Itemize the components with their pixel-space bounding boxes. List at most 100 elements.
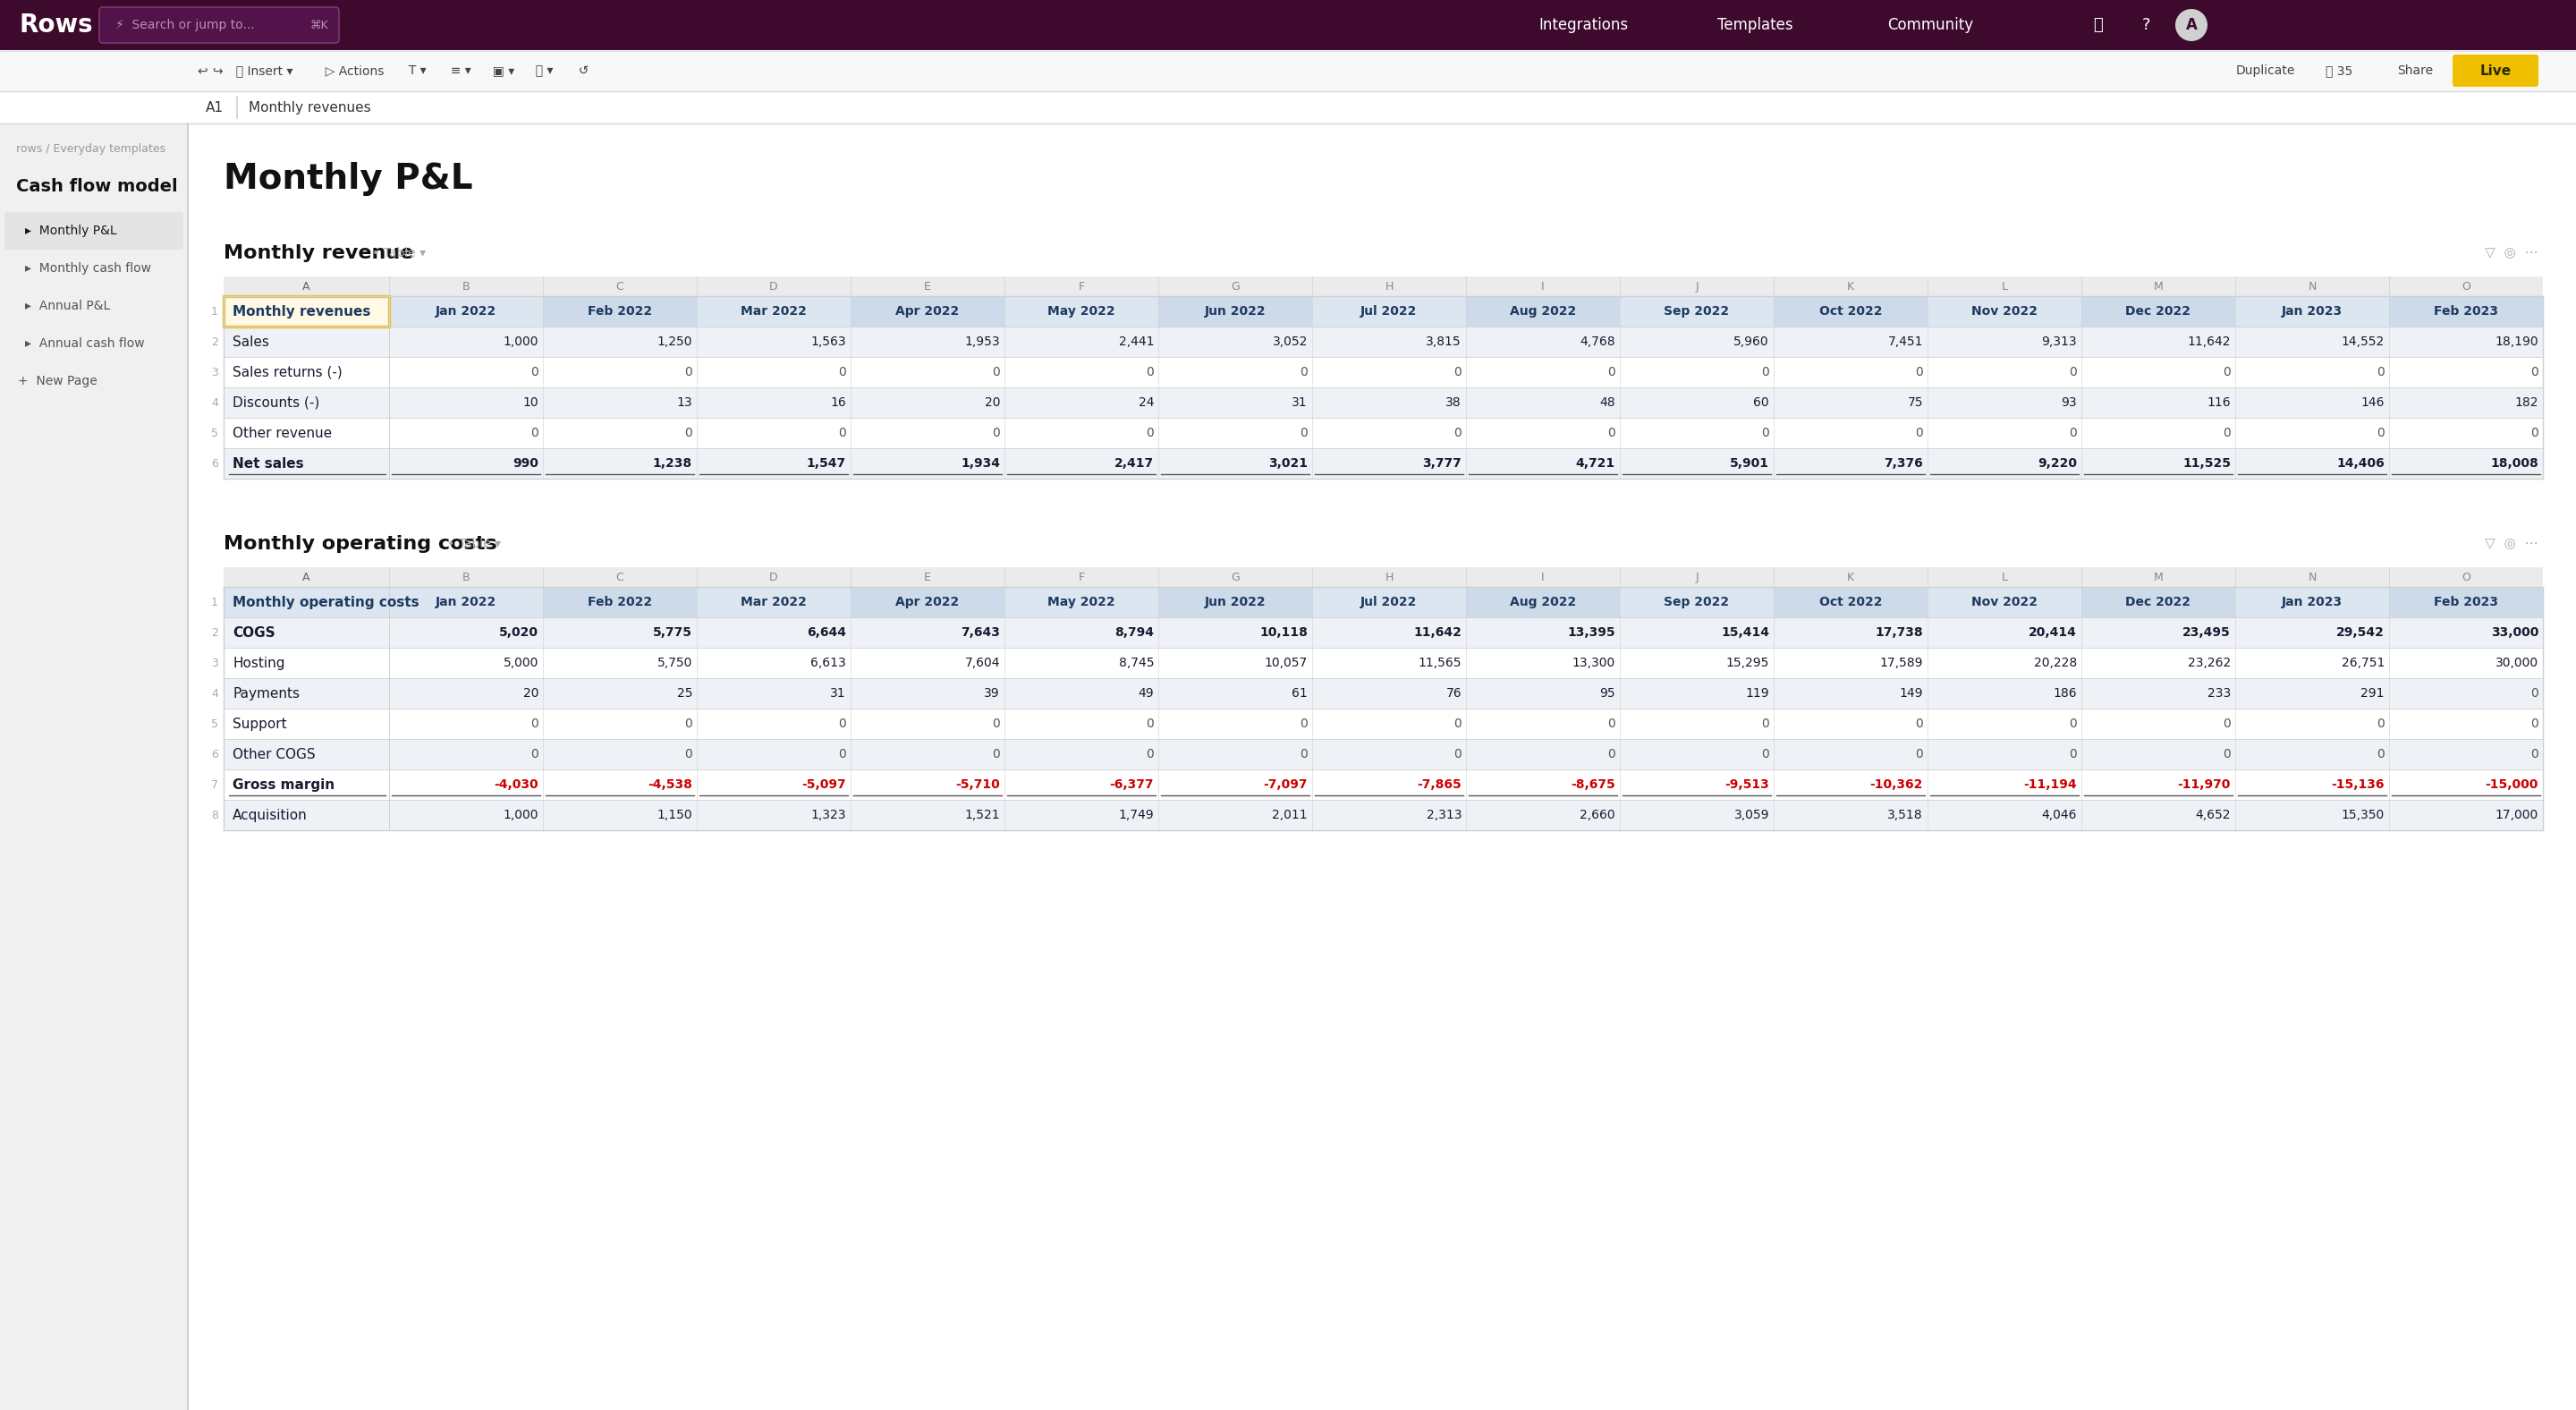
- Text: 6: 6: [211, 749, 219, 760]
- Bar: [0, 51, 2576, 92]
- Text: 61: 61: [1291, 687, 1309, 699]
- Text: Share: Share: [2398, 65, 2432, 78]
- Text: 1,953: 1,953: [963, 336, 999, 348]
- Text: 11,642: 11,642: [2187, 336, 2231, 348]
- Text: 🎁: 🎁: [2092, 17, 2102, 32]
- Text: -6,377: -6,377: [1110, 778, 1154, 791]
- Text: -15,000: -15,000: [2486, 778, 2537, 791]
- Text: B: B: [461, 571, 469, 582]
- Text: Other revenue: Other revenue: [232, 426, 332, 440]
- Text: ▣ ▾: ▣ ▾: [484, 65, 515, 78]
- Text: Jul 2022: Jul 2022: [1360, 596, 1417, 608]
- Text: 4: 4: [211, 396, 219, 409]
- Text: 4,652: 4,652: [2195, 809, 2231, 821]
- Bar: [224, 327, 2543, 357]
- Text: 1: 1: [211, 596, 219, 608]
- Text: Nov 2022: Nov 2022: [1971, 596, 2038, 608]
- Text: 18,008: 18,008: [2491, 457, 2537, 470]
- Text: 0: 0: [1607, 367, 1615, 378]
- Bar: [850, 296, 1005, 327]
- Text: C: C: [616, 281, 623, 292]
- Text: 95: 95: [1600, 687, 1615, 699]
- Text: 4,768: 4,768: [1579, 336, 1615, 348]
- Bar: [850, 587, 1005, 618]
- Text: Gross margin: Gross margin: [232, 778, 335, 791]
- Text: 3: 3: [211, 657, 219, 668]
- Text: 1,563: 1,563: [811, 336, 845, 348]
- Text: 1,000: 1,000: [502, 336, 538, 348]
- Text: 5: 5: [211, 718, 219, 729]
- Text: Dec 2022: Dec 2022: [2125, 596, 2192, 608]
- Text: 60: 60: [1754, 396, 1770, 409]
- Text: 23,262: 23,262: [2187, 657, 2231, 670]
- Bar: [0, 92, 2576, 124]
- Text: 0: 0: [1453, 367, 1461, 378]
- Text: Oct 2022: Oct 2022: [1819, 305, 1883, 317]
- Bar: [544, 587, 696, 618]
- Text: N: N: [2308, 281, 2316, 292]
- Text: -4,538: -4,538: [647, 778, 693, 791]
- Text: G: G: [1231, 281, 1239, 292]
- Text: A: A: [301, 571, 309, 582]
- Text: D: D: [770, 281, 778, 292]
- Text: 5,960: 5,960: [1734, 336, 1770, 348]
- Text: K: K: [1847, 281, 1855, 292]
- Text: 0: 0: [2530, 427, 2537, 440]
- Text: 0: 0: [1914, 367, 1924, 378]
- Text: M: M: [2154, 281, 2164, 292]
- Text: Feb 2023: Feb 2023: [2434, 305, 2499, 317]
- Text: B: B: [461, 281, 469, 292]
- Text: 0: 0: [2530, 687, 2537, 699]
- Text: 5,000: 5,000: [502, 657, 538, 670]
- Text: Aug 2022: Aug 2022: [1510, 596, 1577, 608]
- Text: 6,644: 6,644: [806, 626, 845, 639]
- Text: 0: 0: [1762, 367, 1770, 378]
- Bar: [1311, 587, 1466, 618]
- Text: 5,775: 5,775: [652, 626, 693, 639]
- Bar: [389, 296, 544, 327]
- Text: 0: 0: [685, 747, 693, 760]
- Text: 0: 0: [992, 427, 999, 440]
- Text: 0: 0: [1146, 718, 1154, 730]
- Text: Support: Support: [232, 718, 286, 730]
- Text: Feb 2022: Feb 2022: [587, 305, 652, 317]
- Text: 14,406: 14,406: [2336, 457, 2385, 470]
- Text: Sales returns (-): Sales returns (-): [232, 365, 343, 379]
- Text: Sales: Sales: [232, 336, 268, 348]
- Text: 1,323: 1,323: [811, 809, 845, 821]
- Text: Dec 2022: Dec 2022: [2125, 305, 2192, 317]
- Text: 16: 16: [829, 396, 845, 409]
- Text: Rows: Rows: [21, 13, 93, 38]
- Text: 1,749: 1,749: [1118, 809, 1154, 821]
- Text: -11,194: -11,194: [2025, 778, 2076, 791]
- Text: • Table ▾: • Table ▾: [446, 537, 500, 550]
- Text: Community: Community: [1888, 17, 1973, 32]
- Text: 3,021: 3,021: [1267, 457, 1309, 470]
- Text: -11,970: -11,970: [2177, 778, 2231, 791]
- Text: 0: 0: [1301, 367, 1309, 378]
- Text: 9,313: 9,313: [2040, 336, 2076, 348]
- Text: E: E: [925, 281, 930, 292]
- Text: 2,660: 2,660: [1579, 809, 1615, 821]
- Text: Jan 2023: Jan 2023: [2282, 596, 2342, 608]
- Text: 0: 0: [685, 367, 693, 378]
- Text: 0: 0: [2378, 718, 2385, 730]
- Text: 0: 0: [1607, 747, 1615, 760]
- Text: 0: 0: [685, 427, 693, 440]
- Text: Feb 2023: Feb 2023: [2434, 596, 2499, 608]
- Text: Mar 2022: Mar 2022: [742, 596, 806, 608]
- Text: 7,451: 7,451: [1888, 336, 1924, 348]
- Bar: [224, 799, 2543, 830]
- Text: 0: 0: [2378, 747, 2385, 760]
- Bar: [224, 647, 2543, 678]
- Bar: [224, 296, 2543, 327]
- Text: -8,675: -8,675: [1571, 778, 1615, 791]
- Text: F: F: [1079, 571, 1084, 582]
- Bar: [1775, 587, 1927, 618]
- Bar: [1466, 296, 1620, 327]
- Text: Mar 2022: Mar 2022: [742, 305, 806, 317]
- Text: 13: 13: [677, 396, 693, 409]
- Text: 30,000: 30,000: [2496, 657, 2537, 670]
- Text: 0: 0: [2530, 367, 2537, 378]
- Bar: [224, 678, 2543, 709]
